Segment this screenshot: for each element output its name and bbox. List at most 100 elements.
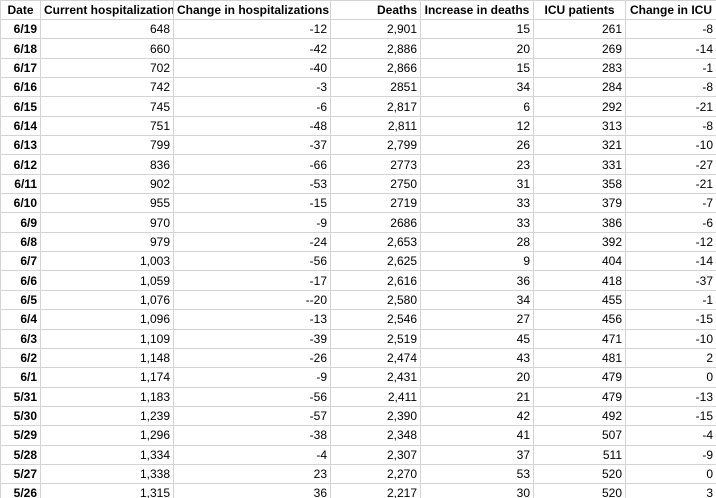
value-cell: -9 (173, 212, 331, 233)
value-cell: -66 (173, 154, 331, 175)
table-row: 6/15 745 -6 2,817 6 292 -21 (0, 96, 716, 117)
value-cell: -1 (625, 57, 716, 79)
value-cell: -3 (173, 77, 331, 98)
value-cell: -38 (173, 425, 331, 446)
value-cell: -15 (173, 193, 331, 214)
value-cell: 15 (420, 57, 534, 79)
value-cell: 392 (533, 231, 626, 253)
value-cell: 2,817 (330, 96, 421, 117)
value-cell: 269 (533, 38, 626, 59)
value-cell: -40 (173, 57, 331, 79)
value-cell: 37 (420, 444, 534, 465)
value-cell: 2,616 (330, 270, 421, 291)
value-cell: 6 (420, 96, 534, 117)
value-cell: 9 (420, 251, 534, 272)
date-cell: 6/4 (0, 309, 41, 330)
value-cell: 836 (40, 154, 174, 175)
value-cell: 3 (625, 483, 716, 498)
value-cell: 20 (420, 367, 534, 388)
value-cell: 379 (533, 193, 626, 214)
column-header: Date (0, 0, 41, 20)
value-cell: 358 (533, 173, 626, 195)
date-cell: 6/8 (0, 231, 41, 253)
date-cell: 6/6 (0, 270, 41, 291)
value-cell: -12 (173, 18, 331, 40)
value-cell: 321 (533, 135, 626, 156)
date-cell: 6/16 (0, 77, 41, 98)
value-cell: 313 (533, 115, 626, 137)
value-cell: -53 (173, 173, 331, 195)
value-cell: -4 (625, 425, 716, 446)
column-header: Deaths (330, 0, 421, 20)
date-cell: 5/28 (0, 444, 41, 465)
value-cell: -6 (625, 212, 716, 233)
value-cell: 386 (533, 212, 626, 233)
value-cell: 2,866 (330, 57, 421, 79)
value-cell: 284 (533, 77, 626, 98)
value-cell: 648 (40, 18, 174, 40)
value-cell: 702 (40, 57, 174, 79)
table-row: 6/10 955 -15 2719 33 379 -7 (0, 193, 716, 214)
value-cell: 36 (420, 270, 534, 291)
table-row: 5/26 1,315 36 2,217 30 520 3 (0, 483, 716, 498)
table-row: 6/7 1,003 -56 2,625 9 404 -14 (0, 251, 716, 272)
date-cell: 5/29 (0, 425, 41, 446)
table-row: 6/14 751 -48 2,811 12 313 -8 (0, 115, 716, 137)
value-cell: 41 (420, 425, 534, 446)
value-cell: -10 (625, 328, 716, 349)
value-cell: 33 (420, 212, 534, 233)
value-cell: 30 (420, 483, 534, 498)
value-cell: 1,296 (40, 425, 174, 446)
value-cell: 456 (533, 309, 626, 330)
value-cell: 742 (40, 77, 174, 98)
value-cell: 43 (420, 347, 534, 369)
value-cell: 2,901 (330, 18, 421, 40)
date-cell: 6/5 (0, 289, 41, 311)
value-cell: -26 (173, 347, 331, 369)
value-cell: 979 (40, 231, 174, 253)
table-row: 6/6 1,059 -17 2,616 36 418 -37 (0, 270, 716, 291)
value-cell: 42 (420, 405, 534, 427)
value-cell: 902 (40, 173, 174, 195)
value-cell: 520 (533, 463, 626, 485)
table-row: 5/28 1,334 -4 2,307 37 511 -9 (0, 444, 716, 465)
value-cell: --20 (173, 289, 331, 311)
value-cell: 26 (420, 135, 534, 156)
table-row: 6/16 742 -3 2851 34 284 -8 (0, 77, 716, 98)
value-cell: 2851 (330, 77, 421, 98)
value-cell: 2,811 (330, 115, 421, 137)
value-cell: 2,886 (330, 38, 421, 59)
value-cell: -7 (625, 193, 716, 214)
value-cell: -27 (625, 154, 716, 175)
date-cell: 6/1 (0, 367, 41, 388)
value-cell: 660 (40, 38, 174, 59)
column-header: Increase in deaths (420, 0, 534, 20)
value-cell: 27 (420, 309, 534, 330)
table-row: 5/29 1,296 -38 2,348 41 507 -4 (0, 425, 716, 446)
value-cell: 2,270 (330, 463, 421, 485)
value-cell: 23 (420, 154, 534, 175)
value-cell: 53 (420, 463, 534, 485)
date-cell: 6/17 (0, 57, 41, 79)
value-cell: 1,334 (40, 444, 174, 465)
value-cell: 1,315 (40, 483, 174, 498)
table-row: 5/27 1,338 23 2,270 53 520 0 (0, 463, 716, 485)
value-cell: -8 (625, 77, 716, 98)
date-cell: 6/19 (0, 18, 41, 40)
value-cell: 1,059 (40, 270, 174, 291)
table-row: 6/2 1,148 -26 2,474 43 481 2 (0, 347, 716, 369)
value-cell: -10 (625, 135, 716, 156)
value-cell: 479 (533, 367, 626, 388)
value-cell: 1,239 (40, 405, 174, 427)
value-cell: -17 (173, 270, 331, 291)
value-cell: 33 (420, 193, 534, 214)
value-cell: 0 (625, 463, 716, 485)
value-cell: 20 (420, 38, 534, 59)
value-cell: 2,390 (330, 405, 421, 427)
value-cell: 261 (533, 18, 626, 40)
date-cell: 6/10 (0, 193, 41, 214)
value-cell: -48 (173, 115, 331, 137)
value-cell: 1,148 (40, 347, 174, 369)
value-cell: 2,580 (330, 289, 421, 311)
value-cell: 34 (420, 289, 534, 311)
